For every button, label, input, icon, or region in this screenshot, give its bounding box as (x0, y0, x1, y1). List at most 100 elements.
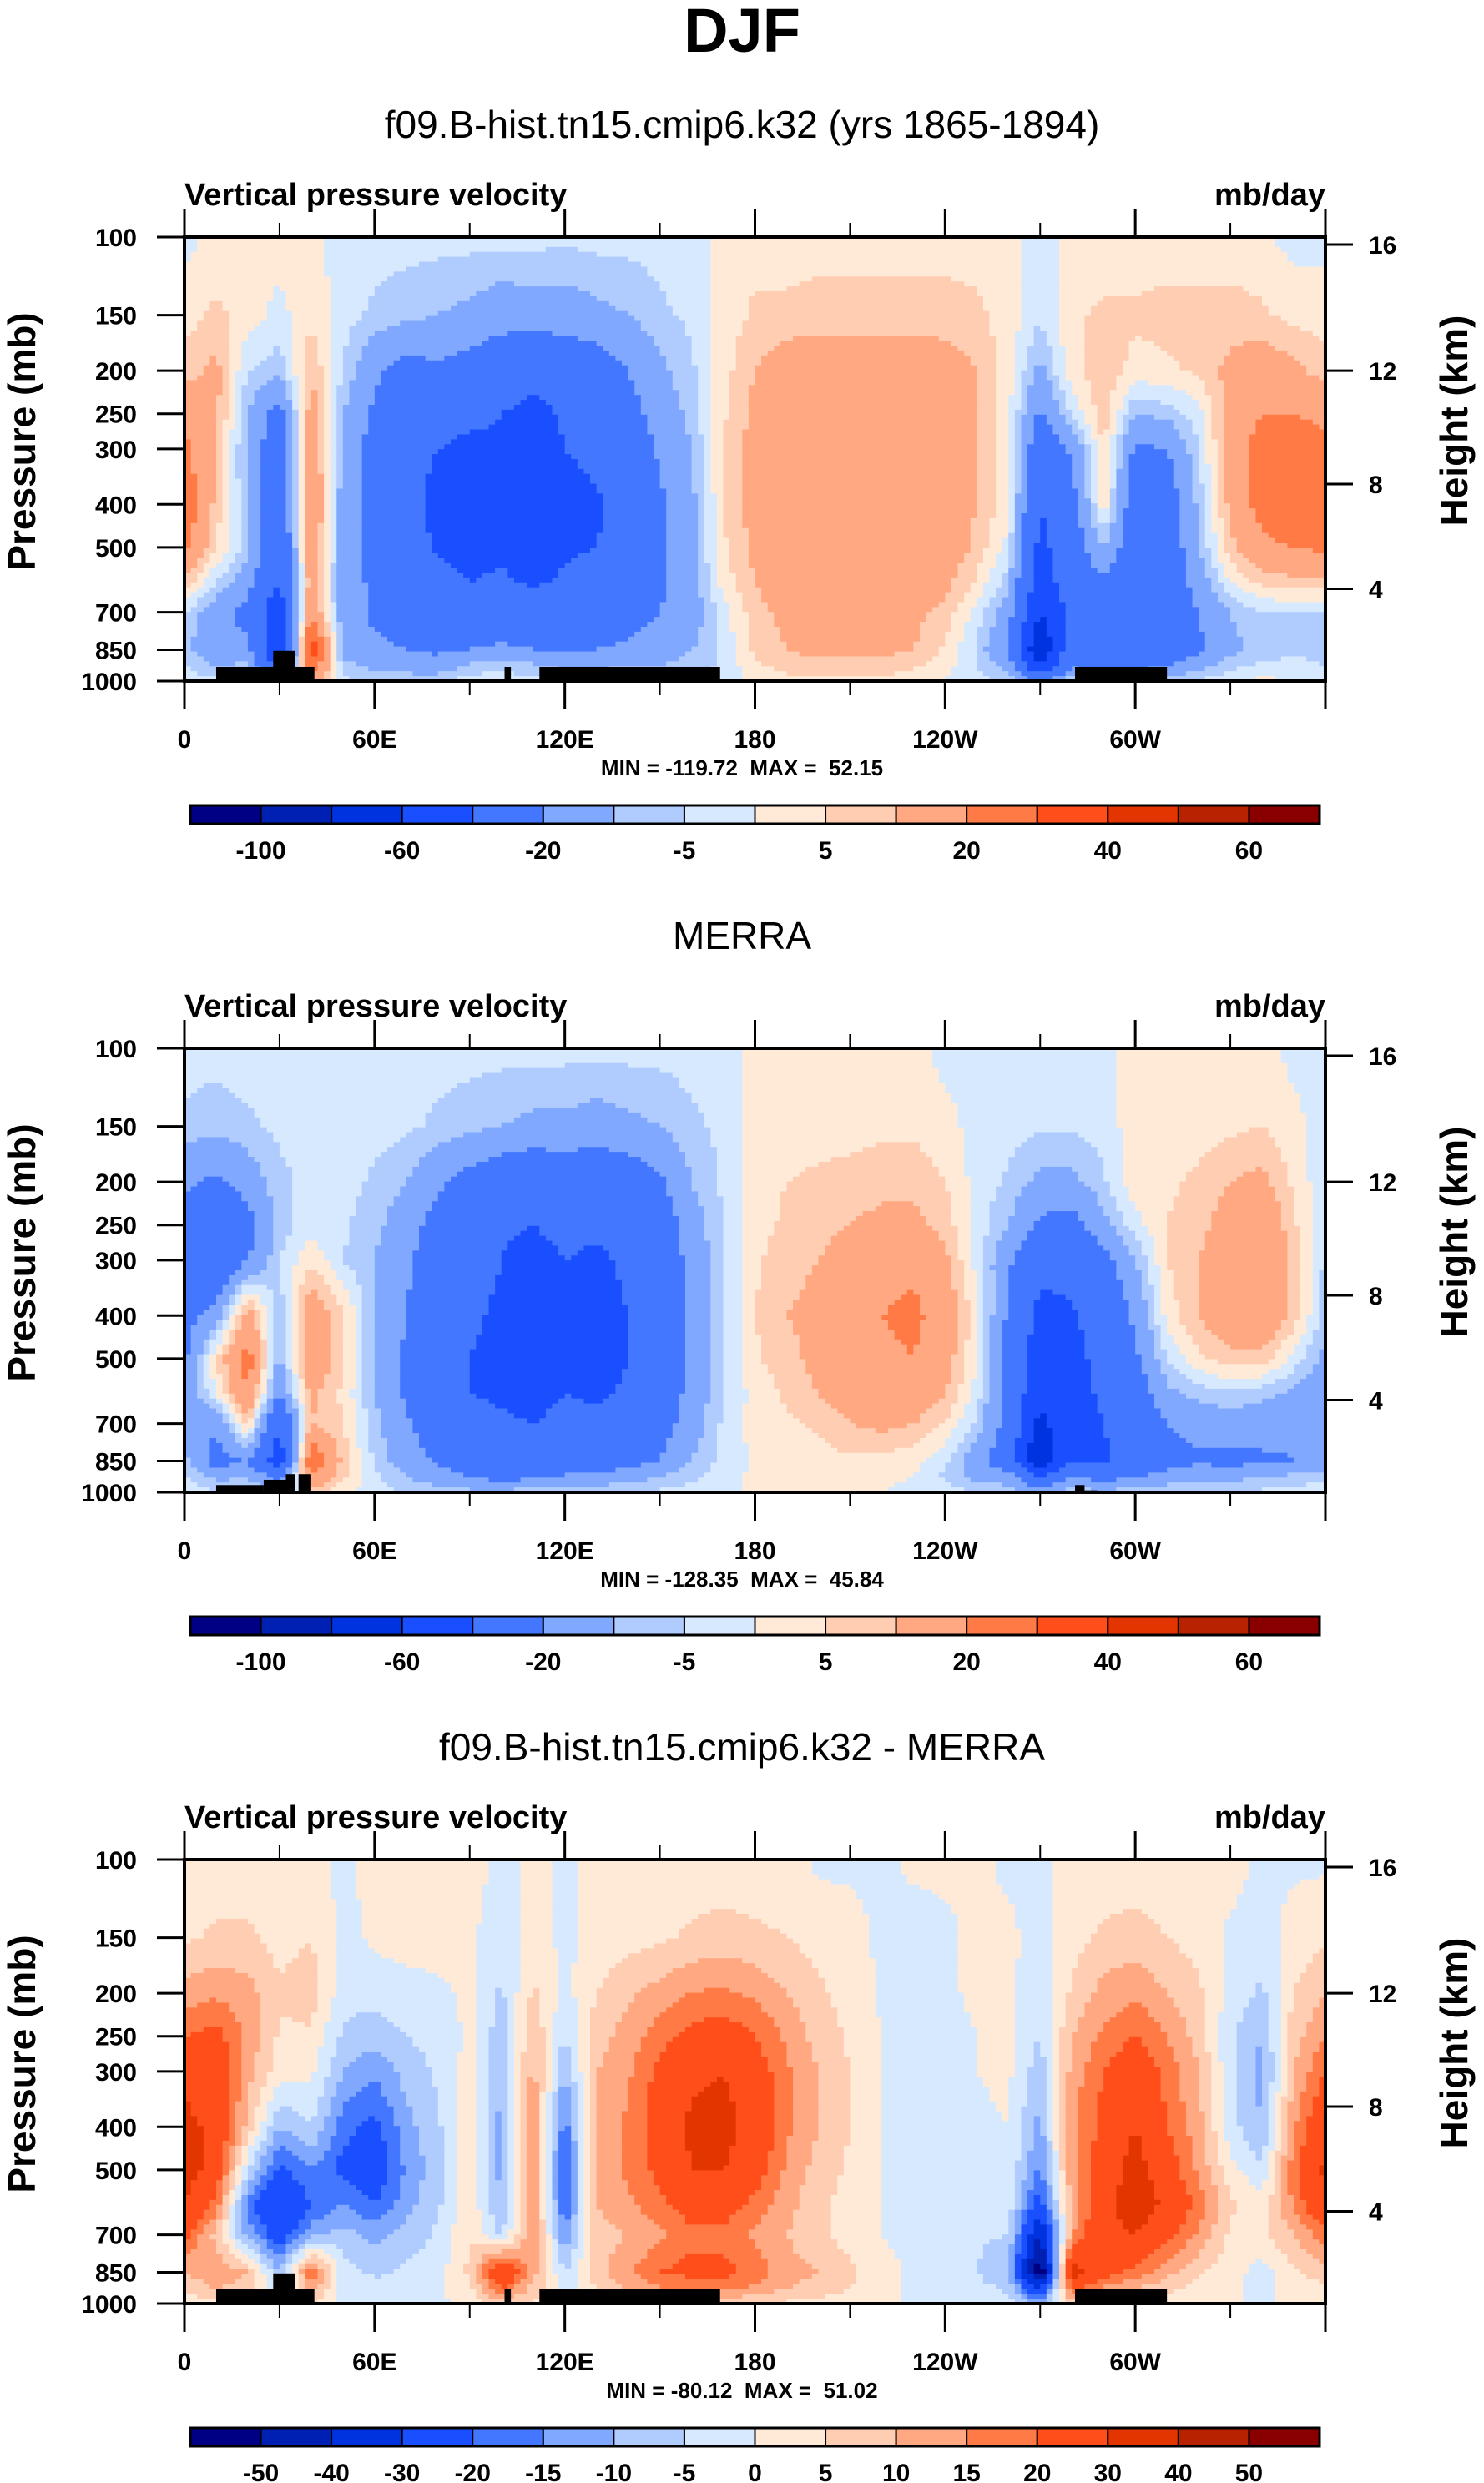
heatmap-cell (374, 1255, 413, 1261)
heatmap-cell (596, 646, 693, 653)
heatmap-cell (742, 1364, 769, 1370)
heatmap-cell (755, 651, 800, 658)
heatmap-cell (1224, 656, 1282, 662)
heatmap-cell (1280, 1206, 1295, 1212)
heatmap-cell (330, 1265, 351, 1271)
heatmap-cell (241, 1315, 255, 1320)
heatmap-cell (964, 1270, 977, 1276)
heatmap-cell (996, 360, 1016, 366)
heatmap-cell (298, 1315, 305, 1320)
heatmap-cell (1199, 478, 1212, 485)
heatmap-cell (628, 1310, 686, 1315)
heatmap-cell (1021, 286, 1060, 292)
heatmap-cell (1153, 1320, 1168, 1325)
heatmap-cell (1008, 468, 1016, 475)
heatmap-cell (324, 508, 331, 514)
heatmap-cell (1224, 449, 1250, 455)
heatmap-cell (945, 1388, 959, 1395)
heatmap-cell (590, 473, 661, 480)
heatmap-cell (977, 646, 984, 653)
heatmap-cell (368, 424, 490, 431)
heatmap-cell (1014, 365, 1028, 371)
heatmap-cell (1230, 527, 1263, 534)
heatmap-cell (1199, 622, 1238, 628)
heatmap-cell (285, 1315, 293, 1320)
heatmap-cell (285, 414, 293, 421)
heatmap-cell (691, 468, 705, 475)
heatmap-cell (235, 622, 268, 628)
heatmap-cell (356, 1270, 376, 1276)
heatmap-cell (1014, 483, 1022, 490)
heatmap-cell (1021, 434, 1035, 440)
heatmap-cell (704, 498, 718, 504)
heatmap-cell (229, 315, 268, 322)
heatmap-cell (811, 1270, 952, 1276)
heatmap-cell (1300, 1359, 1320, 1365)
heatmap-cell (647, 1161, 686, 1168)
heatmap-cell (336, 676, 351, 682)
heatmap-cell (1287, 320, 1326, 326)
heatmap-cell (1097, 498, 1111, 504)
heatmap-cell (704, 1112, 743, 1118)
heatmap-cell (229, 522, 242, 529)
heatmap-cell (215, 1325, 224, 1330)
heatmap-cell (1122, 1215, 1143, 1222)
heatmap-cell (1312, 1260, 1326, 1266)
heatmap-cell (1097, 300, 1263, 307)
heatmap-cell (330, 295, 369, 302)
heatmap-cell (799, 1339, 901, 1345)
heatmap-cell (184, 1176, 204, 1183)
heatmap-cell (982, 1274, 997, 1281)
heatmap-cell (229, 468, 236, 475)
heatmap-cell (1275, 1334, 1289, 1340)
heatmap-cell (1027, 449, 1067, 455)
heatmap-cell (926, 617, 952, 623)
heatmap-cell (1033, 1305, 1073, 1310)
colorbar-box (542, 805, 615, 825)
heatmap-cell (184, 295, 274, 302)
heatmap-cell (1046, 656, 1060, 662)
heatmap-cell (285, 1354, 293, 1360)
heatmap-cell (723, 1344, 743, 1350)
heatmap-cell (1021, 568, 1035, 573)
heatmap-cell (330, 429, 337, 436)
heatmap-cell (298, 1364, 305, 1370)
heatmap-cell (1192, 602, 1225, 608)
heatmap-cell (247, 336, 293, 341)
heatmap-cell (1091, 1374, 1148, 1380)
heatmap-cell (716, 1152, 743, 1158)
heatmap-cell (716, 1191, 743, 1197)
heatmap-cell (330, 331, 351, 336)
heatmap-cell (368, 341, 483, 346)
heatmap-cell (723, 1215, 743, 1222)
heatmap-cell (1135, 1334, 1155, 1340)
heatmap-cell (1008, 617, 1028, 623)
heatmap-cell (229, 459, 236, 465)
heatmap-cell (1148, 1383, 1168, 1390)
heatmap-cell (254, 1325, 261, 1330)
heatmap-cell (977, 597, 991, 603)
heatmap-cell (361, 1369, 376, 1375)
heatmap-cell (742, 1334, 762, 1340)
heatmap-cell (184, 1225, 255, 1232)
heatmap-cell (215, 1344, 224, 1350)
heatmap-cell (1185, 444, 1199, 450)
heatmap-cell (1167, 454, 1194, 460)
heatmap-cell (222, 1344, 230, 1350)
heatmap-cell (1014, 409, 1028, 416)
heatmap-cell (361, 527, 427, 534)
heatmap-cell (222, 380, 230, 386)
heatmap-cell (672, 305, 711, 312)
heatmap-cell (1027, 1379, 1092, 1385)
heatmap-cell (1014, 527, 1022, 534)
heatmap-cell (317, 409, 325, 416)
heatmap-cell (1173, 463, 1194, 470)
heatmap-cell (622, 1294, 686, 1301)
heatmap-cell (330, 592, 337, 598)
heatmap-cell (679, 395, 699, 401)
heatmap-cell (748, 532, 972, 539)
heatmap-cell (356, 661, 471, 667)
heatmap-cell (1021, 563, 1035, 568)
heatmap-cell (349, 336, 369, 341)
heatmap-cell (184, 548, 204, 553)
